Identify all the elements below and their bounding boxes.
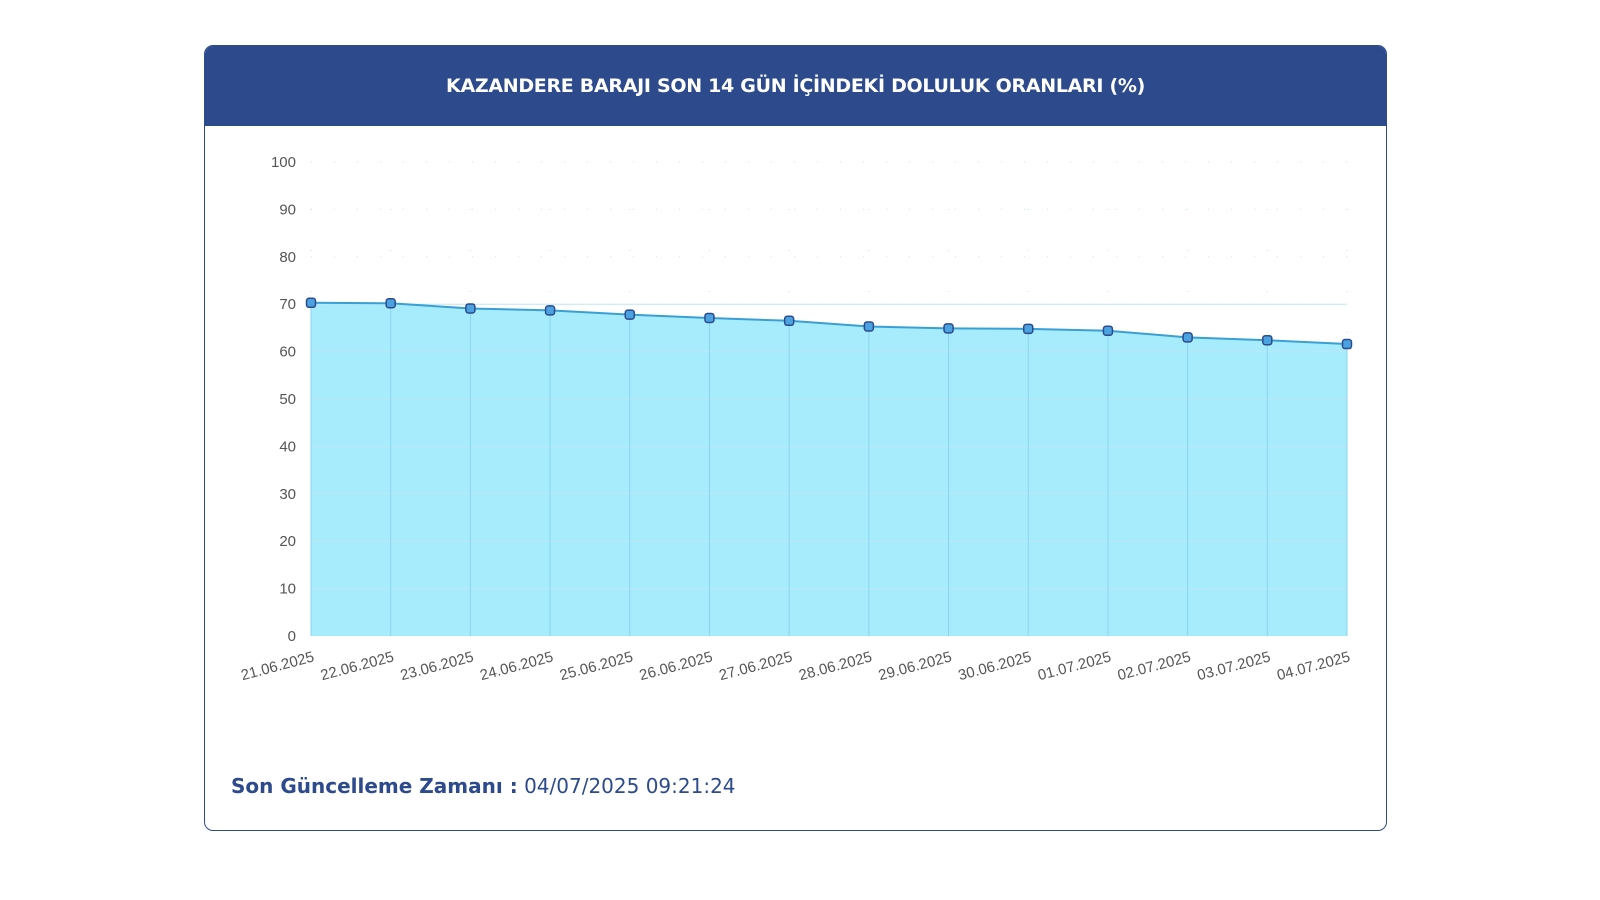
x-tick-label: 28.06.2025 bbox=[797, 648, 874, 684]
x-tick-label: 22.06.2025 bbox=[319, 648, 396, 684]
y-tick-label: 90 bbox=[279, 201, 296, 218]
x-tick-label: 21.06.2025 bbox=[239, 648, 316, 684]
data-point bbox=[1022, 323, 1034, 335]
y-tick-label: 10 bbox=[279, 581, 296, 598]
data-point bbox=[863, 321, 875, 332]
data-point bbox=[465, 303, 476, 314]
chart-title: KAZANDERE BARAJI SON 14 GÜN İÇİNDEKİ DOL… bbox=[446, 75, 1145, 97]
data-point bbox=[1182, 332, 1193, 343]
x-tick-label: 02.07.2025 bbox=[1116, 648, 1193, 684]
data-point bbox=[704, 312, 715, 324]
last-update-value: 04/07/2025 09:21:24 bbox=[524, 774, 736, 798]
data-point bbox=[1341, 338, 1353, 350]
series-line bbox=[310, 301, 1348, 346]
data-point bbox=[1102, 325, 1114, 336]
y-tick-label: 0 bbox=[288, 628, 296, 645]
y-tick-label: 70 bbox=[279, 296, 296, 313]
data-point bbox=[783, 315, 795, 327]
data-point bbox=[943, 323, 954, 334]
area-fill bbox=[311, 302, 1347, 636]
x-tick-label: 04.07.2025 bbox=[1275, 648, 1352, 684]
chart-area: 0 10 20 30 40 50 60 70 80 90 100 21.06.2025 22.06.20… bbox=[239, 154, 1353, 684]
last-update-label: Son Güncelleme Zamanı : bbox=[231, 774, 518, 798]
data-point bbox=[1262, 334, 1273, 346]
x-tick-label: 01.07.2025 bbox=[1036, 648, 1113, 684]
x-tick-label: 26.06.2025 bbox=[638, 648, 715, 684]
data-point bbox=[385, 298, 396, 309]
y-tick-label: 100 bbox=[271, 154, 296, 171]
y-tick-label: 20 bbox=[279, 533, 296, 550]
card-header: KAZANDERE BARAJI SON 14 GÜN İÇİNDEKİ DOL… bbox=[205, 46, 1386, 126]
x-tick-label: 24.06.2025 bbox=[478, 648, 555, 684]
y-tick-label: 80 bbox=[279, 249, 296, 266]
x-tick-label: 30.06.2025 bbox=[956, 648, 1033, 684]
x-tick-label: 03.07.2025 bbox=[1195, 648, 1272, 684]
x-tick-label: 27.06.2025 bbox=[717, 648, 794, 684]
data-point bbox=[624, 309, 636, 320]
data-point bbox=[305, 297, 317, 309]
y-tick-label: 60 bbox=[279, 344, 296, 361]
last-update: Son Güncelleme Zamanı : 04/07/2025 09:21… bbox=[231, 774, 736, 798]
y-tick-label: 40 bbox=[279, 438, 296, 455]
x-tick-label: 23.06.2025 bbox=[399, 648, 476, 684]
data-point bbox=[544, 305, 556, 316]
chart-card: KAZANDERE BARAJI SON 14 GÜN İÇİNDEKİ DOL… bbox=[204, 45, 1387, 831]
x-tick-label: 29.06.2025 bbox=[877, 648, 954, 684]
y-tick-label: 30 bbox=[279, 486, 296, 503]
x-tick-label: 25.06.2025 bbox=[558, 648, 635, 684]
y-tick-label: 50 bbox=[279, 391, 296, 408]
